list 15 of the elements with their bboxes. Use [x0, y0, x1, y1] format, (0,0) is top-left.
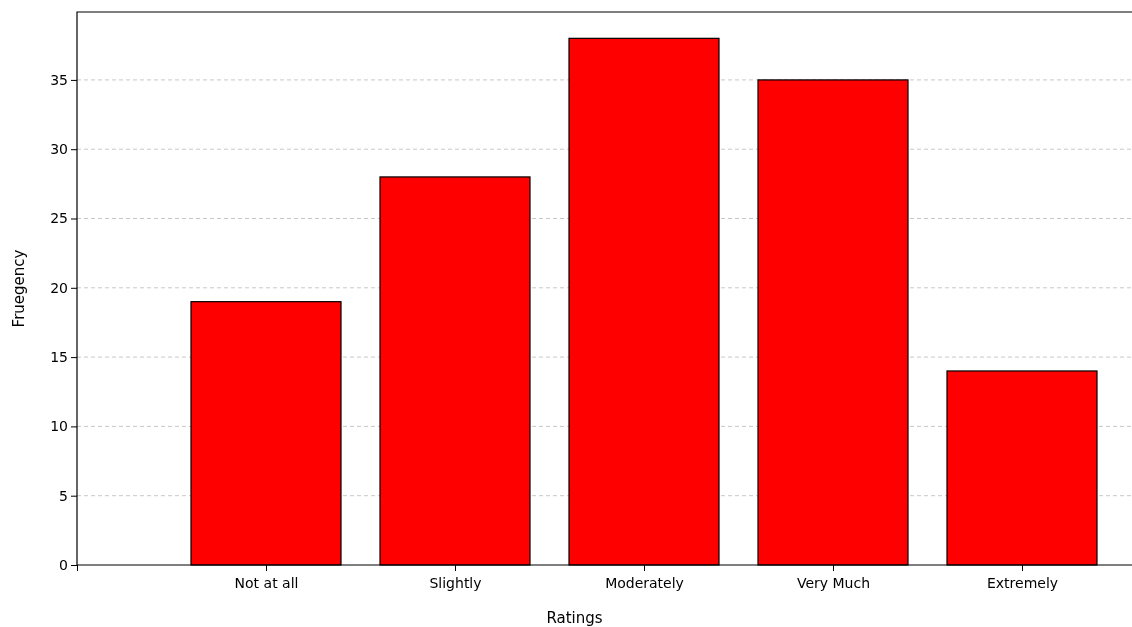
y-tick-label: 25 [50, 210, 68, 227]
x-axis-title: Ratings [546, 609, 603, 627]
y-tick-label: 10 [50, 418, 68, 435]
x-tick-label: Slightly [429, 575, 482, 591]
x-tick-label: Not at all [234, 575, 299, 591]
x-tick-label: Moderately [605, 575, 684, 591]
y-tick-label: 20 [50, 279, 68, 296]
x-tick-label: Very Much [796, 575, 871, 591]
y-tick-label: 35 [50, 71, 68, 88]
y-axis-title: Fruegency [10, 249, 28, 328]
y-tick-label: 30 [50, 141, 68, 158]
x-tick-label: Extremely [986, 575, 1059, 591]
y-tick-label: 5 [59, 487, 68, 504]
y-tick-label: 0 [59, 556, 68, 573]
y-tick-label: 15 [50, 349, 68, 366]
